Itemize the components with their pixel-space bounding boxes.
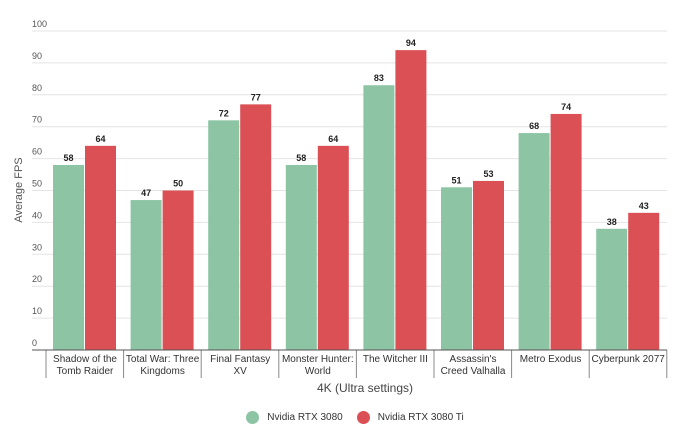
data-label: 64 — [95, 134, 105, 144]
data-label: 64 — [328, 134, 338, 144]
y-axis-label: Average FPS — [13, 157, 25, 222]
y-tick-label: 90 — [32, 51, 42, 61]
data-label: 53 — [483, 169, 493, 179]
y-tick-label: 60 — [32, 147, 42, 157]
x-axis-label: 4K (Ultra settings) — [316, 381, 414, 395]
data-label: 83 — [374, 73, 384, 83]
data-label: 43 — [639, 201, 649, 211]
data-label: 51 — [451, 175, 461, 185]
bar — [53, 164, 84, 350]
data-label: 47 — [141, 188, 151, 198]
y-tick-label: 0 — [32, 338, 37, 348]
y-tick-label: 70 — [32, 115, 42, 125]
y-tick-label: 10 — [32, 306, 42, 316]
bar — [518, 133, 550, 350]
legend-swatch — [246, 411, 260, 424]
data-label: 38 — [607, 217, 617, 227]
y-tick-label: 40 — [32, 210, 42, 220]
legend-item-rtx-3080: Nvidia RTX 3080 — [246, 411, 343, 424]
y-tick-label: 50 — [32, 179, 42, 189]
legend: Nvidia RTX 3080 Nvidia RTX 3080 Ti — [0, 411, 690, 424]
bar — [208, 120, 240, 350]
y-tick-label: 30 — [32, 242, 42, 252]
legend-item-rtx-3080-ti: Nvidia RTX 3080 Ti — [356, 411, 464, 424]
bar — [596, 228, 628, 350]
data-label: 77 — [251, 92, 261, 102]
bar — [441, 187, 472, 350]
bar — [162, 190, 194, 350]
x-tick-label: Monster Hunter: World — [281, 354, 354, 377]
bar — [395, 50, 427, 350]
data-label: 68 — [529, 121, 539, 131]
y-tick-label: 20 — [32, 274, 42, 284]
data-label: 94 — [406, 38, 416, 48]
data-label: 72 — [219, 108, 229, 118]
bar — [550, 113, 582, 350]
bar — [240, 104, 272, 351]
x-tick-label: Total War: Three Kingdoms — [125, 354, 200, 377]
legend-swatch — [356, 411, 370, 424]
legend-label: Nvidia RTX 3080 Ti — [377, 412, 464, 423]
legend-label: Nvidia RTX 3080 — [267, 412, 343, 423]
x-tick-label: Final Fantasy XV — [210, 354, 271, 377]
x-tick-label: Assassin's Creed Valhalla — [440, 354, 506, 377]
data-label: 58 — [63, 153, 73, 163]
bar — [130, 200, 162, 350]
bar — [363, 85, 395, 350]
y-tick-label: 80 — [32, 83, 42, 93]
x-tick-label: Cyberpunk 2077 — [591, 354, 665, 365]
x-tick-label: The Witcher III — [362, 354, 428, 365]
bar — [317, 145, 349, 350]
bar — [473, 180, 504, 350]
data-label: 74 — [561, 102, 571, 112]
x-tick-label: Shadow of the Tomb Raider — [53, 354, 117, 377]
bar — [85, 145, 116, 350]
y-tick-label: 100 — [32, 19, 47, 29]
bar — [628, 212, 660, 350]
data-label: 50 — [173, 179, 183, 189]
bar — [285, 164, 317, 350]
x-tick-label: Metro Exodus — [519, 354, 582, 365]
data-label: 58 — [296, 153, 306, 163]
